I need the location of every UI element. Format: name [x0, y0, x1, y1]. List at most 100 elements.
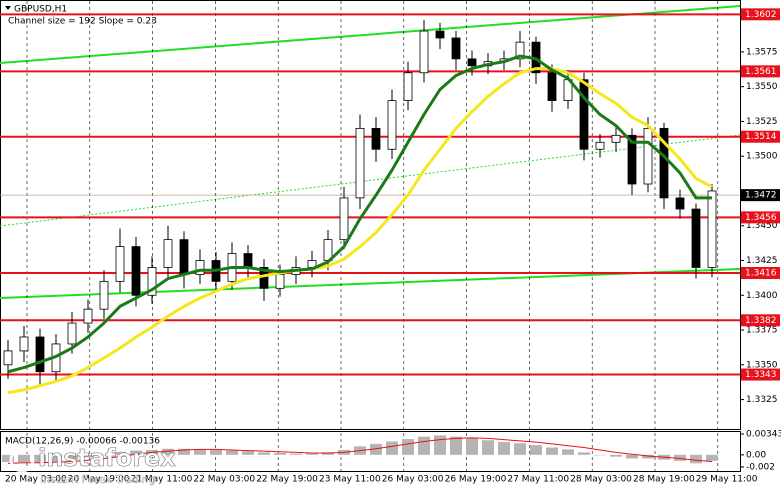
macd-bar: [546, 447, 558, 455]
x-tick-label: 26 May 03:00: [382, 475, 444, 485]
candle-body: [99, 280, 109, 310]
level-label-box: [741, 314, 780, 327]
watermark-tagline: Instant Forex Trading: [40, 473, 156, 486]
watermark-brand: instaforex: [38, 444, 176, 472]
candle-body: [147, 267, 157, 296]
macd-bar: [66, 454, 78, 460]
watermark-logo: [9, 447, 35, 473]
macd-bar: [114, 451, 126, 455]
macd-bar: [514, 443, 526, 455]
macd-y-tick-label: 0.00: [746, 450, 766, 460]
y-tick-label: 1.3325: [746, 395, 778, 405]
candle-body: [547, 72, 557, 101]
macd-bar: [98, 454, 110, 456]
candle-body: [627, 134, 637, 185]
moving-average: [7, 54, 712, 374]
macd-y-tick-label: 0.00343: [746, 430, 781, 440]
level-label: 1.3561: [745, 67, 777, 77]
y-tick-label: 1.3525: [746, 117, 778, 127]
candle-body: [67, 322, 77, 345]
moving-average: [7, 67, 713, 395]
candle-body: [611, 134, 621, 143]
candle-body: [515, 41, 525, 60]
macd-y-tick-label: -0.002: [746, 462, 775, 472]
macd-bar: [290, 453, 302, 455]
candle-body: [3, 350, 13, 366]
macd-bar: [322, 452, 334, 455]
macd-bar: [210, 449, 222, 455]
candle-body: [35, 336, 45, 373]
macd-bar: [466, 438, 478, 455]
y-tick-label: 1.3500: [746, 152, 778, 162]
macd-bar: [434, 435, 446, 455]
candle-body: [643, 127, 653, 185]
macd-title: MACD(12,26,9) -0.00066 -0.00136: [5, 437, 160, 447]
x-tick-label: 23 May 11:00: [319, 475, 381, 485]
current-price-label: 1.3472: [745, 191, 777, 201]
y-tick-label: 1.3425: [746, 256, 778, 266]
macd-bar: [530, 445, 542, 455]
x-tick-label: 22 May 19:00: [256, 475, 318, 485]
macd-bar: [178, 448, 190, 455]
macd-bar: [82, 454, 94, 458]
macd-bar: [578, 452, 590, 455]
macd-signal-line: [7, 437, 713, 464]
level-label: 1.3456: [745, 213, 777, 223]
macd-bar: [274, 453, 286, 455]
x-tick-label: 20 May 03:00: [5, 475, 67, 485]
candle-body: [419, 30, 429, 74]
level-label-box: [741, 211, 780, 224]
macd-bar: [498, 442, 510, 455]
x-tick-label: 21 May 11:00: [131, 475, 193, 485]
watermark: instaforex Instant Forex Trading: [9, 444, 177, 486]
x-tick-label: 20 May 19:00: [68, 475, 130, 485]
chart-title: GBPUSD,H1: [14, 5, 67, 15]
macd-bar: [482, 440, 494, 455]
candle-body: [595, 141, 605, 150]
x-tick-label: 22 May 03:00: [193, 475, 255, 485]
macd-bar: [690, 454, 702, 464]
y-tick-label: 1.3550: [746, 82, 778, 92]
level-label: 1.3416: [745, 269, 777, 279]
y-tick-label: 1.3575: [746, 47, 778, 57]
macd-bar: [242, 451, 254, 455]
macd-bar: [450, 436, 462, 455]
x-tick-label: 28 May 19:00: [633, 475, 695, 485]
macd-bar: [370, 443, 382, 455]
level-label: 1.3382: [745, 316, 777, 326]
macd-bar: [50, 454, 62, 462]
y-tick-label: 1.3450: [746, 221, 778, 231]
candle-body: [675, 197, 685, 210]
macd-bar: [162, 448, 174, 455]
candle-body: [659, 127, 669, 199]
candle-body: [435, 30, 445, 39]
channel-annotation: Channel size = 192 Slope = 0.23: [8, 17, 157, 27]
trend-line-mid: [0, 134, 741, 227]
candle-body: [83, 308, 93, 324]
candle-body: [691, 208, 701, 268]
candle-body: [179, 239, 189, 275]
level-label-box: [741, 65, 780, 78]
x-tick-label: 27 May 11:00: [507, 475, 569, 485]
macd-bar: [34, 454, 46, 463]
level-label: 1.3514: [745, 132, 777, 142]
macd-bar: [562, 449, 574, 455]
candle-body: [131, 246, 141, 296]
current-price-box: [741, 189, 780, 202]
macd-bar: [2, 454, 14, 463]
macd-bar: [610, 454, 622, 457]
candle-body: [275, 274, 285, 289]
candle-body: [371, 127, 381, 150]
candle-body: [403, 72, 413, 101]
macd-bar: [642, 454, 654, 459]
macd-bar: [258, 452, 270, 455]
y-tick-label: 1.3350: [746, 360, 778, 370]
candle-body: [355, 127, 365, 199]
candle-body: [467, 58, 477, 67]
x-tick-label: 26 May 19:00: [445, 475, 507, 485]
candle-body: [195, 260, 205, 275]
level-label-box: [741, 267, 780, 280]
level-label-box: [741, 8, 780, 21]
